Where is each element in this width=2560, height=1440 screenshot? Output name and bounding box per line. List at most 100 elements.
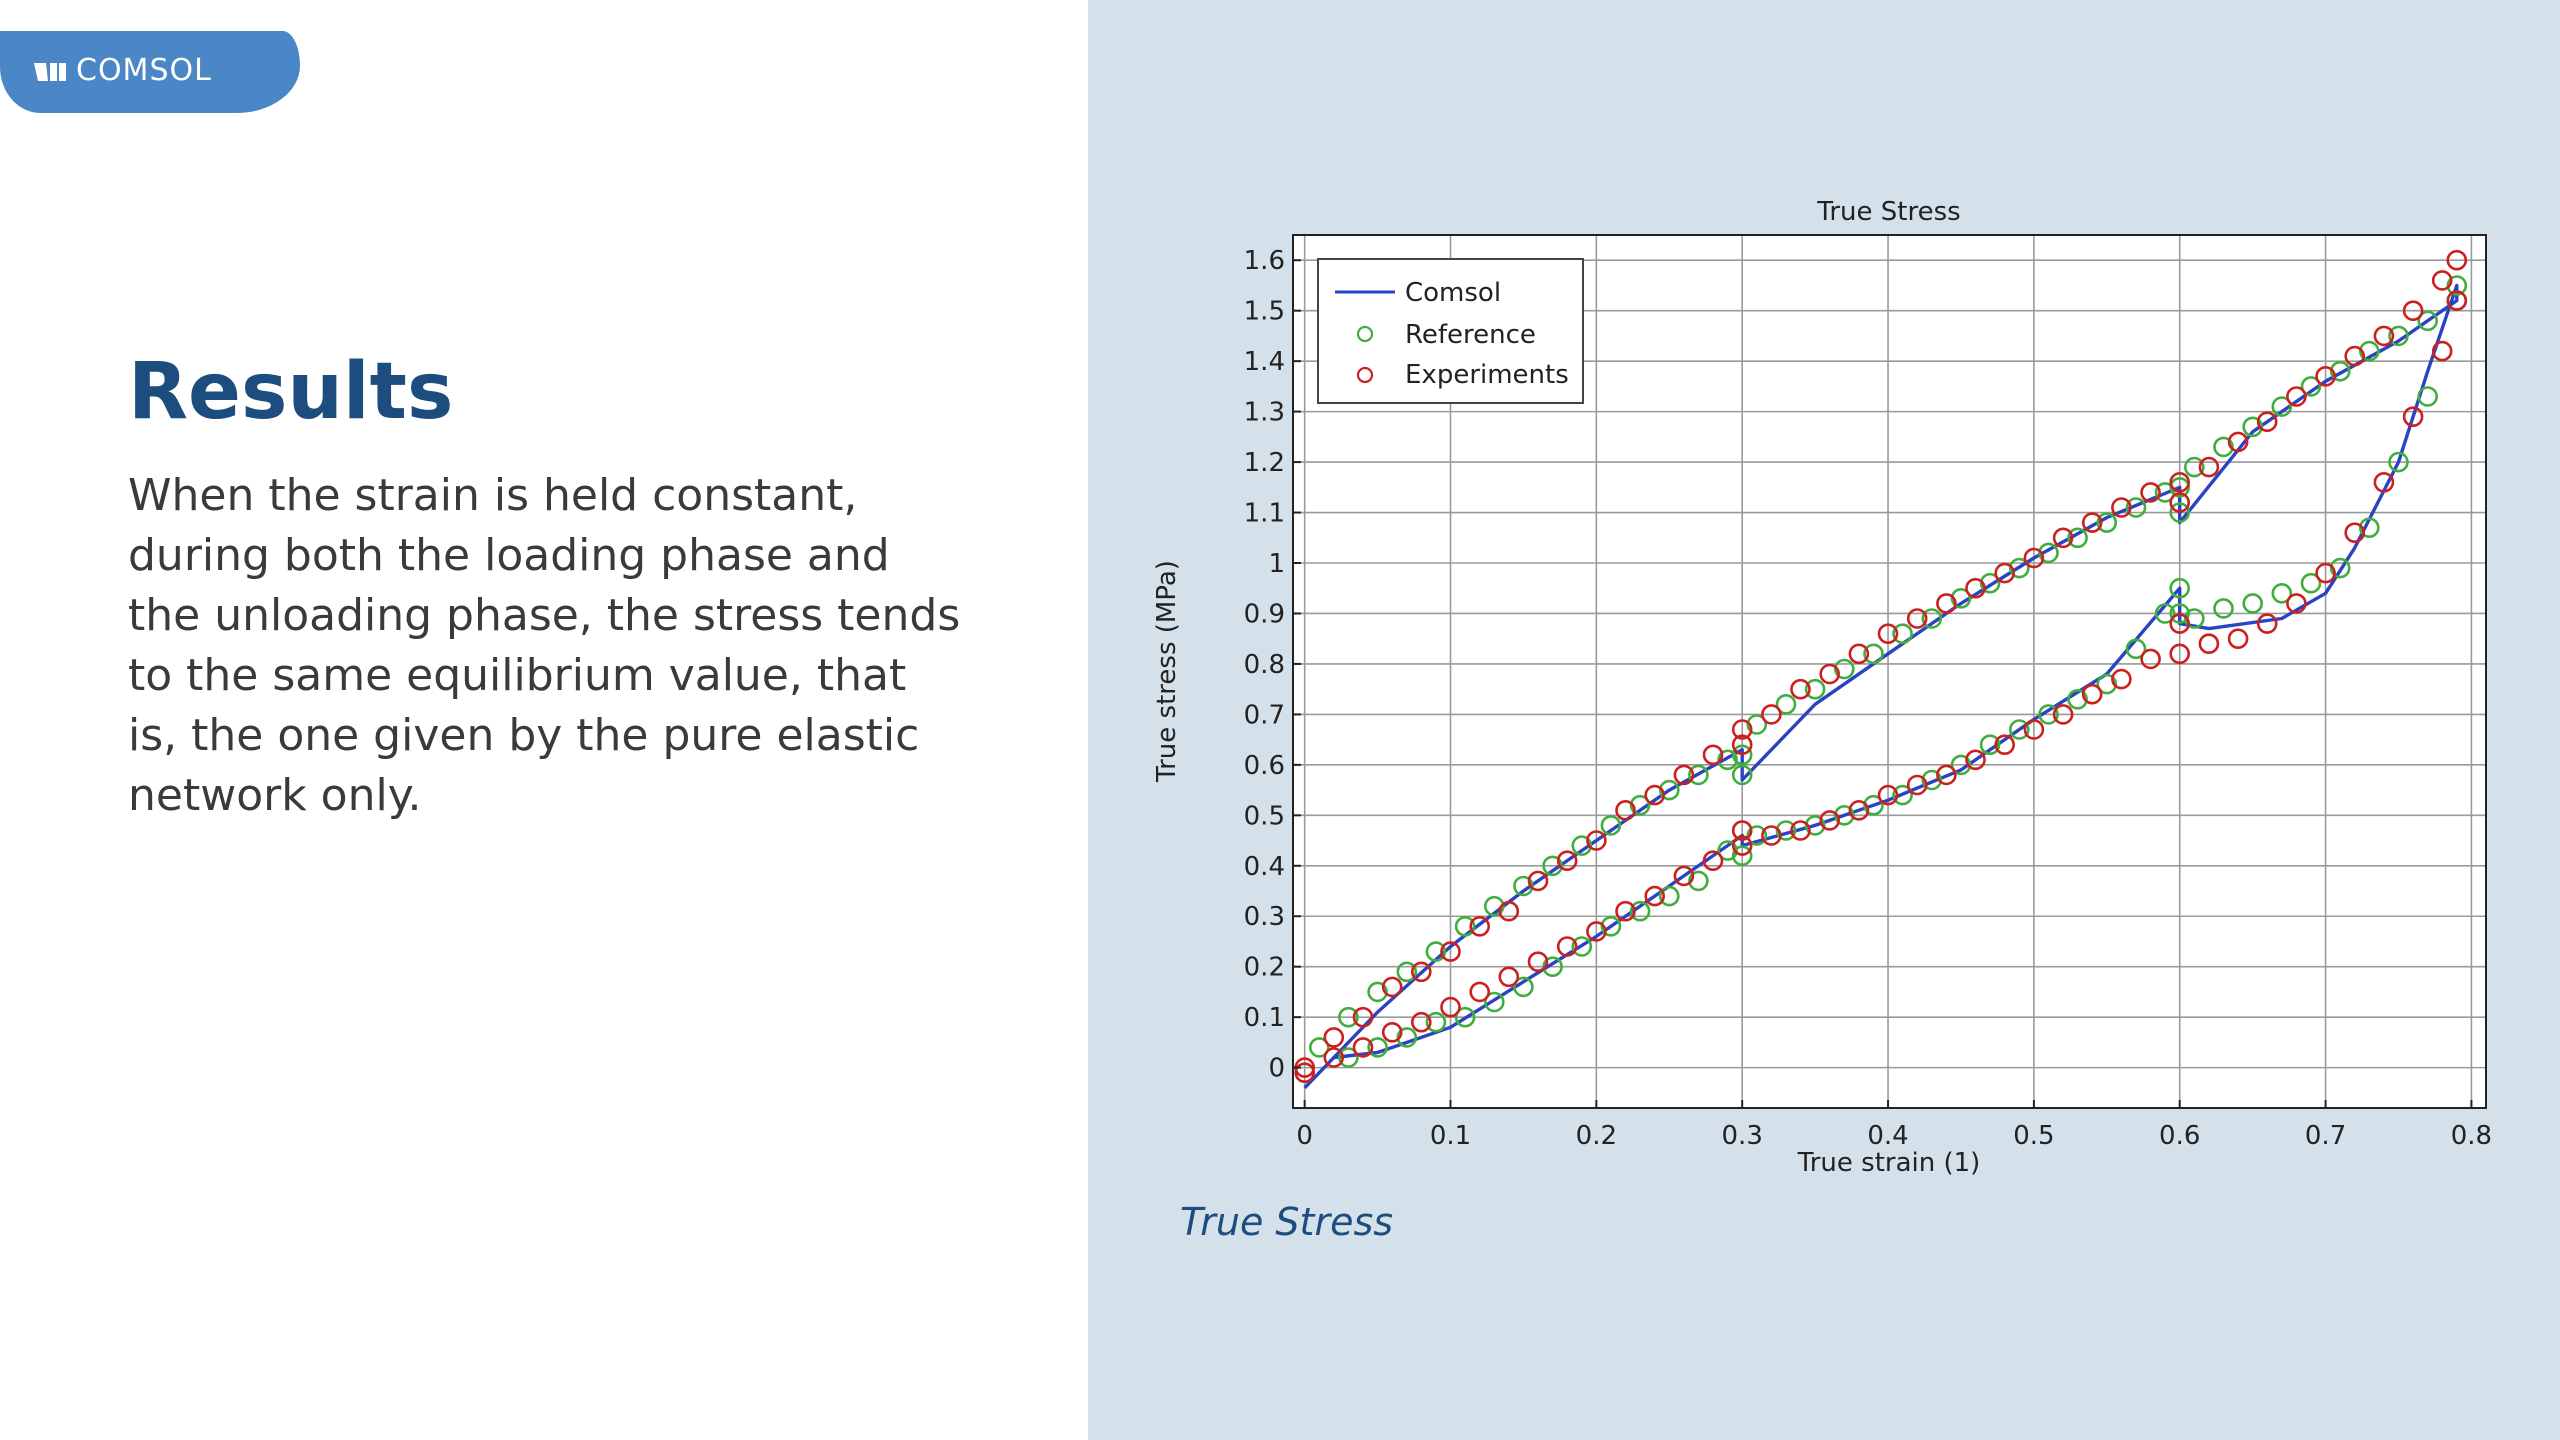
experiments-marker: [1819, 663, 1841, 685]
reference-marker: [2213, 598, 2234, 619]
reference-marker: [1833, 658, 1855, 680]
reference-marker: [1425, 941, 1447, 962]
reference-marker: [1892, 623, 1913, 645]
experiments-marker: [1615, 900, 1636, 922]
x-tick-label: 0.8: [2451, 1121, 2492, 1151]
reference-marker: [1833, 804, 1855, 826]
experiments-marker: [1965, 577, 1986, 599]
reference-marker: [1542, 855, 1563, 877]
true-stress-chart: 0 0.1 0.2 0.3 0.4 0.5 0.6 0.7 0.8 0 0.1 0.2 0.3 0.4 0…: [1130, 180, 2510, 1190]
experiments-marker: [2052, 704, 2074, 725]
reference-marker: [2213, 436, 2234, 458]
chart-series: [1294, 249, 2468, 1089]
experiments-marker: [2286, 593, 2307, 614]
reference-marker: [1629, 794, 1651, 816]
experiments-marker: [2402, 300, 2424, 321]
experiments-marker: [1936, 593, 1957, 614]
reference-marker: [2096, 512, 2118, 533]
reference-marker: [2184, 608, 2205, 629]
experiments-marker: [1819, 810, 1841, 831]
reference-marker: [1513, 875, 1534, 897]
reference-marker: [2154, 482, 2176, 503]
reference-marker: [2242, 416, 2263, 438]
experiments-marker: [1527, 951, 1549, 973]
experiments-marker: [1352, 1006, 1374, 1028]
experiments-marker: [1936, 764, 1957, 786]
experiments-marker: [1673, 764, 1695, 786]
y-tick-label: 0.1: [1244, 1003, 1285, 1033]
reference-marker: [2038, 704, 2059, 725]
y-tick-label: 0.7: [1244, 700, 1285, 730]
experiments-marker: [1702, 850, 1724, 872]
experiments-marker: [2431, 340, 2453, 362]
reference-marker: [1921, 608, 1943, 629]
experiments-marker: [2169, 471, 2190, 493]
experiments-marker: [1906, 608, 1928, 629]
experiments-marker: [2140, 482, 2161, 503]
experiments-marker: [2344, 345, 2365, 367]
legend-reference-swatch: [1356, 325, 1374, 343]
reference-marker: [1950, 587, 1972, 609]
experiments-marker: [1790, 820, 1811, 841]
reference-marker: [2417, 310, 2438, 332]
experiments-marker: [1556, 850, 1578, 872]
plot-frame: [1292, 234, 2487, 1109]
experiments-marker: [1761, 704, 1782, 725]
chart-legend: Comsol Reference Experiments: [1317, 258, 1584, 404]
reference-marker: [1775, 820, 1797, 841]
comsol-logo: COMSOL: [0, 31, 300, 113]
experiments-marker: [1294, 1062, 1315, 1084]
reference-marker: [1804, 678, 1826, 700]
x-axis-label: True strain (1): [1797, 1148, 1981, 1178]
reference-marker: [1731, 845, 1753, 867]
experiments-marker: [1586, 921, 1607, 942]
experiments-marker: [2446, 249, 2468, 271]
experiments-marker: [2140, 648, 2161, 670]
chart-caption: True Stress: [1180, 1200, 1394, 1244]
reference-marker: [2154, 603, 2176, 624]
experiments-marker: [2344, 522, 2365, 544]
experiments-marker: [1731, 835, 1753, 856]
experiments-marker: [1381, 976, 1403, 998]
experiments-marker: [2169, 643, 2190, 665]
x-tick-label: 0.1: [1430, 1121, 1471, 1151]
x-tick-label: 0.4: [1867, 1121, 1908, 1151]
y-tick-label: 1.6: [1244, 246, 1285, 276]
reference-marker: [2038, 542, 2059, 564]
reference-marker: [2242, 593, 2263, 614]
experiments-marker: [1323, 1047, 1345, 1068]
experiments-marker: [2081, 512, 2103, 533]
slide-title: Results: [128, 347, 454, 437]
experiments-marker: [1352, 1037, 1374, 1058]
experiments-marker: [1965, 749, 1986, 771]
experiments-marker: [2198, 633, 2220, 655]
legend-experiments-swatch: [1356, 366, 1374, 384]
reference-marker: [1746, 825, 1768, 846]
reference-marker: [1367, 981, 1388, 1003]
experiments-marker: [1994, 562, 2016, 584]
experiments-marker: [1440, 996, 1461, 1018]
experiments-marker: [1410, 1011, 1432, 1033]
reference-marker: [2067, 527, 2088, 549]
experiments-marker: [2169, 613, 2190, 634]
reference-marker: [1658, 779, 1680, 801]
reference-marker: [1658, 885, 1680, 907]
experiments-marker: [1410, 961, 1432, 983]
reference-marker: [1600, 915, 1622, 937]
experiments-marker: [2227, 628, 2249, 650]
experiments-marker: [1556, 936, 1578, 957]
reference-marker: [1600, 815, 1622, 836]
reference-marker: [1775, 693, 1797, 715]
experiments-marker: [1527, 870, 1549, 892]
legend-reference-label: Reference: [1405, 320, 1536, 350]
reference-marker: [1863, 794, 1884, 816]
experiments-marker: [2256, 411, 2278, 432]
reference-marker: [1396, 961, 1418, 983]
y-axis-ticks: 0 0.1 0.2 0.3 0.4 0.5 0.6 0.7 0.8 0.9 1 1.1 1.2 1.3 1.…: [1244, 246, 1301, 1084]
reference-marker: [2388, 451, 2409, 473]
reference-marker: [1746, 714, 1768, 735]
reference-marker: [2125, 638, 2147, 660]
experiments-marker: [1440, 941, 1461, 962]
reference-marker: [1979, 734, 2001, 756]
comsol-logo-icon: [34, 63, 66, 81]
